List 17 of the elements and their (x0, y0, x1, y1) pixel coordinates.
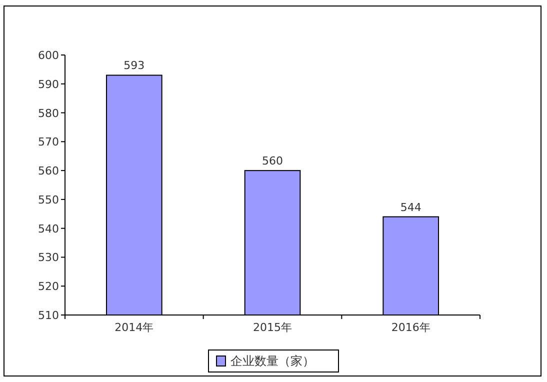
y-tick-label: 570 (38, 136, 59, 149)
y-tick-label: 540 (38, 222, 59, 236)
y-tick-label: 600 (38, 49, 59, 62)
y-tick-label: 550 (38, 193, 59, 206)
x-tick-label: 2015年 (253, 321, 292, 334)
data-label: 544 (400, 200, 422, 214)
data-label: 593 (124, 59, 145, 72)
data-label: 560 (262, 154, 283, 168)
x-tick-label: 2016年 (391, 321, 430, 334)
x-tick-label: 2014年 (114, 321, 154, 334)
y-tick-label: 560 (38, 164, 59, 178)
y-tick-label: 590 (38, 78, 59, 91)
y-tick-label: 580 (38, 106, 59, 120)
y-tick-label: 520 (38, 280, 59, 294)
y-tick-label: 510 (38, 309, 59, 322)
y-tick-label: 530 (38, 251, 59, 264)
legend-label: 企业数量（家） (230, 354, 314, 368)
